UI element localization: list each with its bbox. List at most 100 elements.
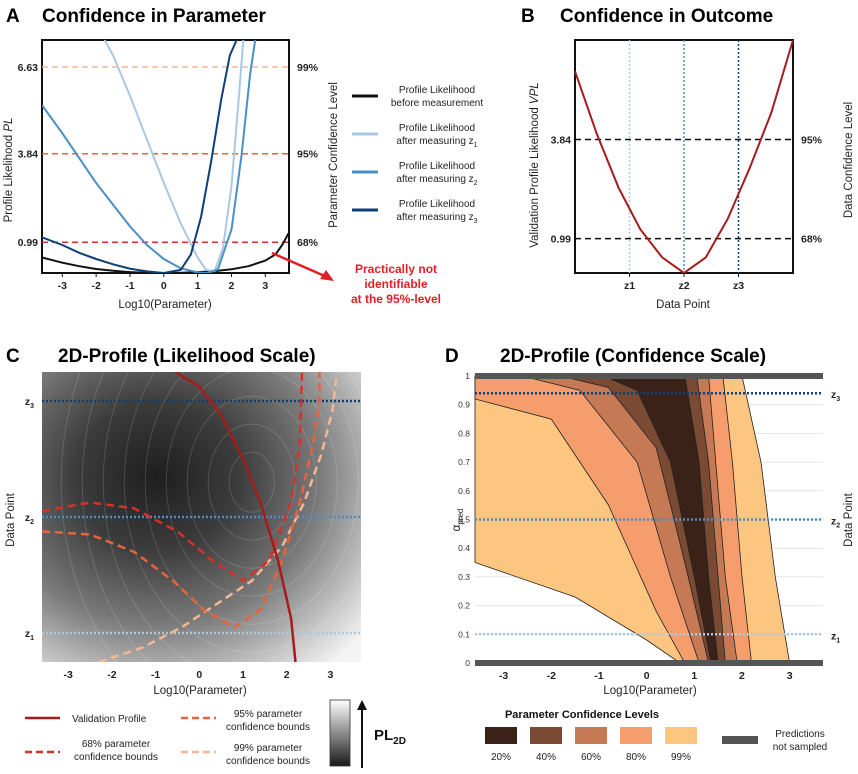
y-tick-label: 0.1: [458, 629, 470, 639]
contour-line: [165, 372, 338, 597]
pl2d-arrowhead: [357, 700, 367, 710]
confidence-bound-line: [42, 372, 304, 583]
legend-d-swatch: [620, 727, 652, 744]
legend-d-label: 60%: [581, 752, 601, 763]
x-tick-label: 0: [196, 669, 202, 681]
legend-68-line1: 68% parameter: [82, 739, 151, 750]
contour-line: [186, 395, 317, 569]
contour-line: [123, 372, 361, 653]
legend-99-line2: confidence bounds: [226, 756, 310, 767]
legend-95-line1: 95% parameter: [234, 709, 303, 720]
y-tick-label: 0.99: [551, 234, 572, 246]
panel-c-legend: Validation Profile 68% parameter confide…: [25, 699, 406, 768]
y-right-tick-label: 99%: [297, 62, 319, 74]
legend-validation-label: Validation Profile: [72, 714, 147, 725]
panel-b-title: Confidence in Outcome: [560, 6, 773, 27]
panel-d-plot: z3 z2 z1 0 0.1 0.2 0.3 0.4 0.5 0.6 0.7 0.8 0.9 1 -3 -2 -…: [458, 371, 840, 682]
y-tick-label: z2: [25, 512, 34, 526]
profile-likelihood-line: [42, 232, 289, 273]
legend-a-line2: after measuring z3: [396, 212, 477, 225]
y-tick-label: 0.4: [458, 543, 470, 553]
x-tick-label: -3: [499, 670, 508, 682]
y-tick-label: 0.3: [458, 572, 470, 582]
legend-d-swatch: [575, 727, 607, 744]
y-tick-label: 0.2: [458, 601, 470, 611]
legend-68-line2: confidence bounds: [74, 752, 158, 763]
legend-d-label: 80%: [626, 752, 646, 763]
y-right-tick-label: z2: [831, 516, 840, 530]
y-tick-label: z3: [25, 396, 34, 410]
contour-line: [102, 372, 361, 662]
legend-a-line1: Profile Likelihood: [399, 161, 475, 172]
x-tick-label: 1: [240, 669, 246, 681]
legend-d-title: Parameter Confidence Levels: [505, 709, 659, 721]
x-tick-label: 3: [787, 670, 793, 682]
profile-likelihood-line: [103, 40, 245, 273]
x-tick-label: -3: [58, 280, 67, 292]
panel-a-plot: 0.99 68% 3.84 95% 6.63 99% -3 -2 -1 0 1 2 3: [18, 39, 319, 292]
y-tick-label: 0.9: [458, 400, 470, 410]
panel-a-ylabel-right: Parameter Confidence Level: [328, 82, 340, 228]
contour-line: [81, 372, 361, 662]
contour-line: [144, 372, 359, 625]
panel-a-ylabel: Profile Likelihood PL: [3, 118, 15, 223]
y-right-tick-label: 68%: [297, 237, 319, 249]
legend-d-label: 40%: [536, 752, 556, 763]
x-tick-label: -1: [594, 670, 603, 682]
panel-d-legend: Parameter Confidence Levels 20% 40% 60% 80%…: [485, 709, 827, 763]
panel-d-ylabel: αpred: [451, 509, 465, 532]
x-tick-label: 3: [327, 669, 333, 681]
legend-d-label: 99%: [671, 752, 691, 763]
heatmap-area: [42, 372, 361, 662]
not-sampled-bar-bottom: [475, 660, 823, 666]
y-right-tick-label: z1: [831, 630, 840, 644]
y-tick-label: 6.63: [18, 62, 39, 74]
x-tick-label: -3: [64, 669, 73, 681]
x-tick-label: -2: [107, 669, 116, 681]
x-tick-label: 1: [691, 670, 697, 682]
contour-line: [60, 372, 118, 662]
legend-99-line1: 99% parameter: [234, 743, 303, 754]
legend-d-swatch: [530, 727, 562, 744]
identifiability-annotation: Practically not identifiable at the 95%-…: [271, 251, 441, 306]
legend-a-line1: Profile Likelihood: [399, 199, 475, 210]
confidence-bound-line: [42, 372, 321, 629]
annotation-line3: at the 95%-level: [351, 292, 441, 306]
y-right-tick-label: z3: [831, 389, 840, 403]
y-tick-label: 0: [465, 658, 470, 668]
legend-not-sampled-swatch: [722, 736, 758, 744]
x-tick-label: -1: [151, 669, 160, 681]
x-tick-label: -2: [547, 670, 556, 682]
panel-b-plot: 0.99 68% 3.84 95% z1 z2 z3: [551, 39, 823, 292]
y-tick-label: 0.6: [458, 486, 470, 496]
annotation-arrowhead: [320, 270, 334, 281]
panel-a-xlabel: Log10(Parameter): [118, 299, 211, 311]
panel-d-title: 2D-Profile (Confidence Scale): [500, 346, 766, 367]
x-tick-label: 2: [229, 280, 235, 292]
legend-a-line1: Profile Likelihood: [399, 85, 475, 96]
y-tick-label: 3.84: [18, 149, 39, 161]
panel-c-title: 2D-Profile (Likelihood Scale): [58, 346, 316, 367]
y-tick-label: z1: [25, 628, 34, 642]
y-right-tick-label: 95%: [297, 149, 319, 161]
validation-profile-line: [174, 372, 297, 662]
profile-likelihood-line: [42, 40, 238, 273]
x-tick-label: z3: [733, 280, 744, 292]
x-tick-label: z1: [624, 280, 635, 292]
x-tick-label: -2: [91, 280, 100, 292]
pl2d-label: PL2D: [374, 727, 406, 747]
panel-a-curves: [42, 40, 289, 273]
y-tick-label: 0.8: [458, 428, 470, 438]
panel-d-letter: D: [445, 346, 459, 367]
panel-c-xlabel: Log10(Parameter): [153, 685, 246, 697]
legend-95-line2: confidence bounds: [226, 722, 310, 733]
legend-a-line1: Profile Likelihood: [399, 123, 475, 134]
y-right-tick-label: 95%: [801, 134, 823, 146]
legend-a-line2: after measuring z2: [396, 174, 477, 187]
panel-d-xlabel: Log10(Parameter): [603, 685, 696, 697]
y-tick-label: 0.5: [458, 515, 470, 525]
not-sampled-bar-top: [475, 373, 823, 379]
panel-a-title: Confidence in Parameter: [42, 6, 266, 27]
x-tick-label: 2: [284, 669, 290, 681]
